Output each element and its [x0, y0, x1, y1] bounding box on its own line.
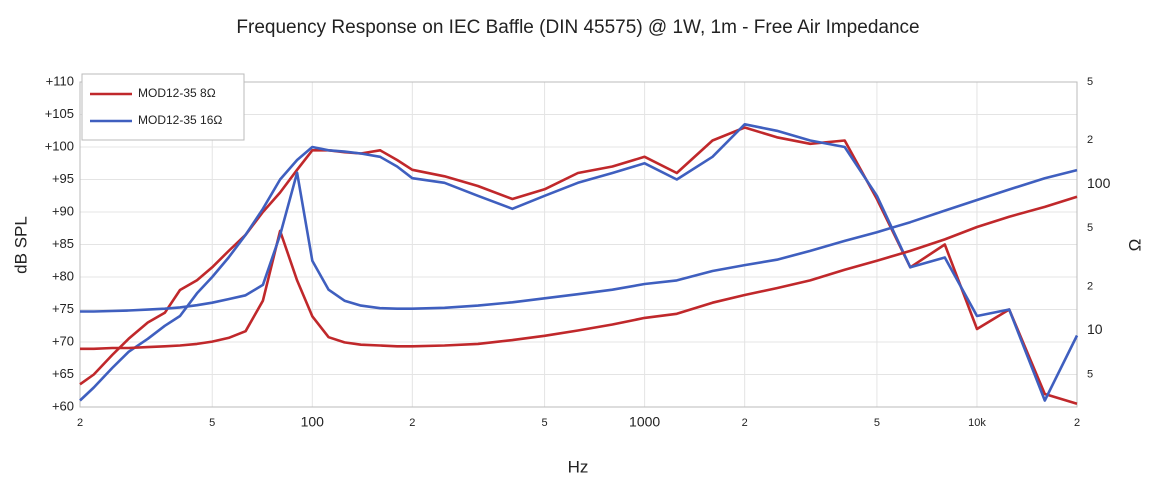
legend-label: MOD12-35 8Ω — [138, 86, 216, 100]
y-tick-label: +60 — [52, 398, 74, 413]
series-line — [79, 126, 1078, 406]
y-axis-label: dB SPL — [11, 216, 30, 274]
x-tick-label: 5 — [209, 417, 215, 429]
y2-tick-label: 5 — [1087, 368, 1093, 380]
x-tick-label: 2 — [77, 417, 83, 429]
series-line — [79, 123, 1079, 402]
y-tick-label: +85 — [52, 236, 74, 251]
series-line — [80, 195, 1078, 351]
plot-border — [79, 81, 1078, 408]
y2-tick-label: 2 — [1087, 134, 1093, 146]
y-tick-label: +80 — [52, 268, 74, 283]
y-tick-label: +110 — [46, 73, 74, 88]
x-tick-label: 1000 — [629, 414, 660, 430]
y-tick-label: +90 — [52, 203, 74, 218]
y-tick-label: +70 — [52, 333, 74, 348]
y-tick-label: +100 — [45, 138, 74, 153]
y2-tick-label: 2 — [1087, 280, 1093, 292]
y2-tick-label: 5 — [1087, 222, 1093, 234]
y2-tick-label: 10 — [1087, 321, 1103, 337]
y-tick-label: +75 — [52, 301, 74, 316]
x-tick-label: 100 — [301, 414, 325, 430]
x-tick-label: 2 — [742, 417, 748, 429]
y2-tick-label: 100 — [1087, 175, 1111, 191]
y2-tick-label: 5 — [1087, 76, 1093, 88]
x-tick-label: 10k — [968, 417, 986, 429]
x-tick-label: 5 — [874, 417, 880, 429]
x-tick-label: 2 — [409, 417, 415, 429]
series-line — [80, 168, 1078, 313]
x-axis-label: Hz — [568, 457, 589, 476]
x-tick-label: 5 — [542, 417, 548, 429]
y-tick-label: +95 — [52, 171, 74, 186]
legend-box — [81, 73, 245, 141]
y-tick-label: +105 — [45, 106, 74, 121]
x-tick-label: 2 — [1074, 417, 1080, 429]
legend-label: MOD12-35 16Ω — [138, 113, 222, 127]
y-tick-label: +65 — [52, 366, 74, 381]
chart-title: Frequency Response on IEC Baffle (DIN 45… — [236, 17, 919, 38]
y2-axis-label: Ω — [1125, 239, 1144, 252]
